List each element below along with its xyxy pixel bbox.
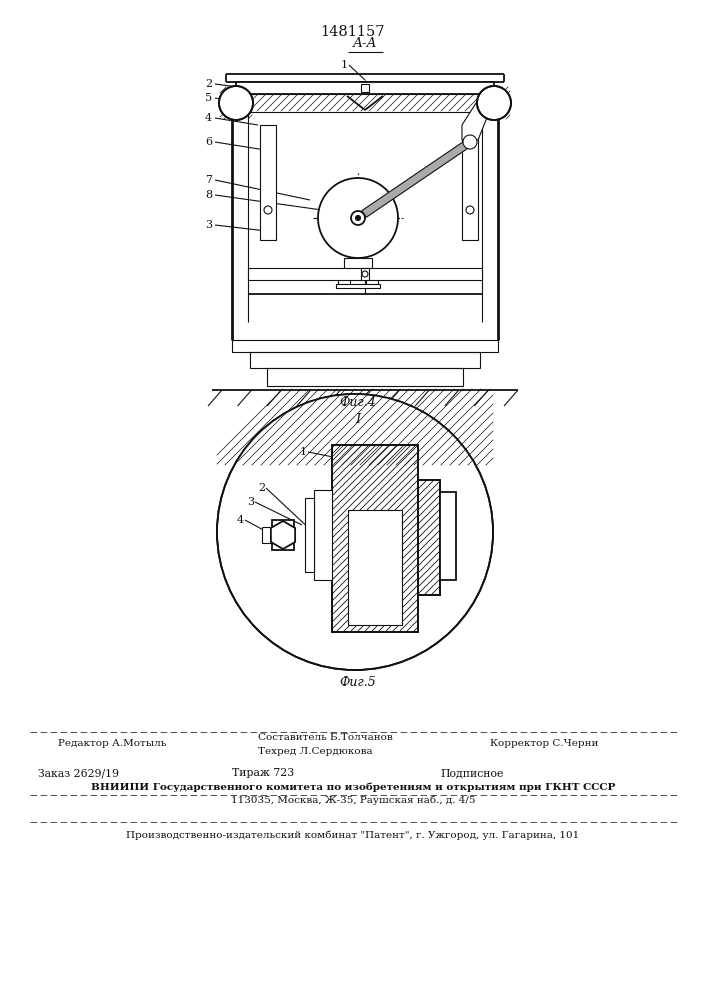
Bar — [361, 268, 369, 280]
Circle shape — [477, 86, 511, 120]
Polygon shape — [217, 394, 493, 465]
Circle shape — [351, 211, 365, 225]
Polygon shape — [271, 521, 295, 549]
Circle shape — [463, 135, 477, 149]
Text: 4: 4 — [205, 113, 212, 123]
Circle shape — [356, 216, 361, 221]
Circle shape — [264, 206, 272, 214]
Text: Подписное: Подписное — [440, 768, 503, 778]
Bar — [366, 272, 378, 286]
Text: 4: 4 — [237, 515, 244, 525]
Bar — [344, 258, 372, 272]
Text: Редактор А.Мотыль: Редактор А.Мотыль — [58, 740, 166, 748]
Circle shape — [479, 100, 493, 114]
Bar — [236, 82, 494, 94]
Text: Тираж 723: Тираж 723 — [232, 768, 294, 778]
Bar — [462, 125, 478, 240]
Text: Заказ 2629/19: Заказ 2629/19 — [38, 768, 119, 778]
Circle shape — [318, 178, 398, 258]
Bar — [260, 125, 276, 240]
Bar — [267, 368, 463, 386]
Text: Фиг.4: Фиг.4 — [339, 395, 376, 408]
Bar — [332, 445, 418, 632]
Polygon shape — [462, 100, 492, 140]
Circle shape — [466, 206, 474, 214]
Bar — [440, 492, 456, 580]
Bar — [262, 527, 272, 543]
Text: 1: 1 — [341, 60, 348, 70]
Bar — [232, 340, 498, 352]
Text: Корректор С.Черни: Корректор С.Черни — [490, 740, 598, 748]
Text: 5: 5 — [205, 93, 212, 103]
Circle shape — [217, 394, 493, 670]
Bar — [250, 352, 480, 368]
Text: 1481157: 1481157 — [321, 25, 385, 39]
Text: Составитель Б.Толчанов: Составитель Б.Толчанов — [258, 734, 393, 742]
Bar — [336, 284, 380, 288]
Text: 113035, Москва, Ж-35, Раушская наб., д. 4/5: 113035, Москва, Ж-35, Раушская наб., д. … — [230, 795, 475, 805]
Bar — [272, 520, 294, 550]
Bar — [338, 272, 350, 286]
Circle shape — [219, 86, 253, 120]
Bar — [361, 84, 369, 92]
Text: 6: 6 — [205, 137, 212, 147]
Bar — [248, 268, 482, 280]
Polygon shape — [362, 139, 472, 217]
Text: 1: 1 — [300, 447, 307, 457]
Text: 2: 2 — [205, 79, 212, 89]
Text: Фиг.5: Фиг.5 — [339, 676, 376, 688]
Circle shape — [362, 271, 368, 277]
Text: 8: 8 — [205, 190, 212, 200]
Text: I: I — [356, 413, 361, 426]
Bar — [305, 498, 314, 572]
Text: 3: 3 — [247, 497, 254, 507]
Bar — [232, 94, 498, 112]
Text: 3: 3 — [205, 220, 212, 230]
Bar — [314, 490, 332, 580]
Text: 7: 7 — [205, 175, 212, 185]
Text: Техред Л.Сердюкова: Техред Л.Сердюкова — [258, 748, 373, 756]
Text: 2: 2 — [258, 483, 265, 493]
Bar — [418, 480, 440, 595]
Bar — [332, 445, 418, 632]
Text: ВНИИПИ Государственного комитета по изобретениям и открытиям при ГКНТ СССР: ВНИИПИ Государственного комитета по изоб… — [90, 782, 615, 792]
Bar — [418, 480, 440, 595]
Text: А-А: А-А — [353, 37, 378, 50]
Text: Производственно-издательский комбинат "Патент", г. Ужгород, ул. Гагарина, 101: Производственно-издательский комбинат "П… — [127, 830, 580, 840]
Bar — [348, 510, 402, 625]
